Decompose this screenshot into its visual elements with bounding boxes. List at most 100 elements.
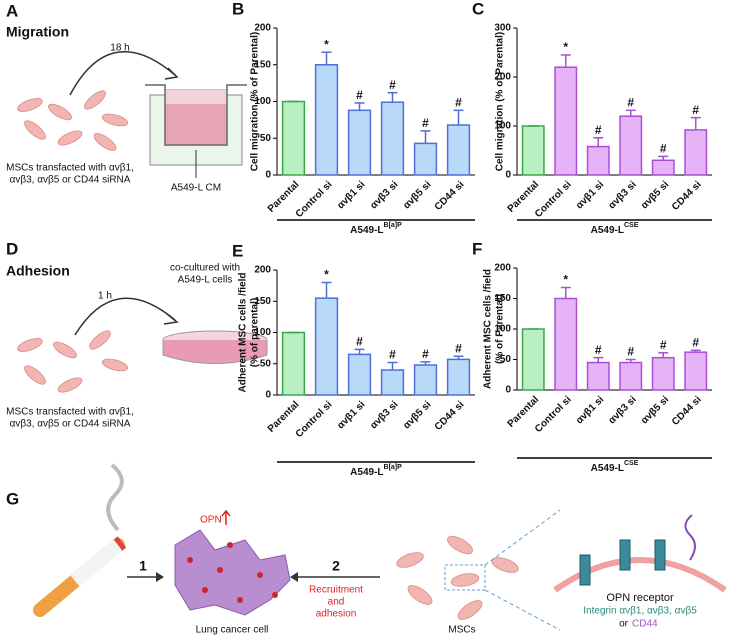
y-tick-label: 0 bbox=[505, 170, 511, 181]
x-tick-label: αvβ1 si bbox=[574, 394, 606, 426]
y-tick-label: 150 bbox=[494, 293, 511, 304]
error-bar bbox=[658, 155, 669, 161]
caption: αvβ3, αvβ5 or CD44 siRNA bbox=[10, 419, 131, 430]
membrane bbox=[553, 557, 727, 593]
arrow-head bbox=[290, 572, 298, 582]
significance-label: * bbox=[324, 37, 329, 51]
y-tick-label: 100 bbox=[254, 96, 271, 107]
y-tick-label: 0 bbox=[505, 385, 511, 396]
significance-label: # bbox=[660, 142, 667, 156]
significance-label: # bbox=[595, 343, 602, 357]
cancer-cells bbox=[174, 529, 291, 616]
error-bar bbox=[420, 130, 431, 144]
error-bar bbox=[658, 352, 669, 358]
significance-label: # bbox=[389, 348, 396, 362]
x-axis-label-sup: B[a]P bbox=[384, 464, 403, 471]
opn-label: OPN bbox=[200, 515, 222, 526]
x-axis-label: A549-LB[a]P bbox=[350, 222, 402, 236]
y-tick-label: 0 bbox=[265, 170, 271, 181]
x-axis-label-main: A549-L bbox=[350, 467, 383, 478]
error-bar bbox=[625, 109, 636, 117]
x-tick-label: αvβ3 si bbox=[607, 394, 639, 426]
y-axis-label: Cell migration (% of Parental) bbox=[250, 32, 261, 171]
panel-letter: D bbox=[6, 239, 18, 258]
error-bar bbox=[387, 91, 398, 103]
caption: MSCs bbox=[448, 625, 475, 636]
x-tick-label: CD44 si bbox=[433, 179, 467, 213]
caption: CD44 bbox=[632, 619, 658, 630]
bar bbox=[281, 331, 306, 396]
caption: αvβ3, αvβ5 or CD44 siRNA bbox=[10, 175, 131, 186]
step-label: 2 bbox=[332, 558, 340, 574]
x-axis-label-main: A549-L bbox=[591, 225, 624, 236]
x-axis-label-sup: CSE bbox=[624, 460, 639, 467]
bar bbox=[521, 125, 545, 176]
significance-label: # bbox=[627, 95, 634, 109]
x-tick-label: CD44 si bbox=[670, 179, 704, 213]
significance-label: # bbox=[422, 116, 429, 130]
caption: or bbox=[619, 619, 629, 630]
y-tick-label: 50 bbox=[500, 354, 512, 365]
error-bar bbox=[453, 109, 464, 126]
arrow-head bbox=[163, 313, 179, 325]
time-label: 18 h bbox=[110, 43, 129, 54]
bar bbox=[347, 353, 372, 396]
cigarette bbox=[33, 463, 127, 617]
error-bar bbox=[593, 356, 604, 363]
y-axis-label: Cell migration (% of Parental) bbox=[495, 32, 506, 171]
y-tick-label: 50 bbox=[260, 133, 272, 144]
error-bar bbox=[560, 286, 571, 299]
error-bar bbox=[321, 51, 332, 65]
zoom-lines bbox=[484, 509, 561, 631]
cells bbox=[17, 90, 129, 151]
bar bbox=[446, 358, 471, 396]
x-axis-label-sup: CSE bbox=[624, 222, 639, 229]
significance-label: * bbox=[324, 268, 329, 282]
receptors bbox=[579, 514, 696, 586]
arrow bbox=[74, 297, 176, 336]
bar bbox=[586, 361, 610, 391]
arrow bbox=[69, 51, 176, 96]
x-tick-label: αvβ1 si bbox=[574, 179, 606, 211]
caption: Lung cancer cell bbox=[196, 625, 269, 636]
bar bbox=[554, 297, 578, 391]
significance-label: # bbox=[660, 338, 667, 352]
y-tick-label: 300 bbox=[494, 23, 511, 34]
bar bbox=[413, 364, 438, 396]
y-tick-label: 200 bbox=[494, 72, 511, 83]
caption: Integrin αvβ1, αvβ3, αvβ5 bbox=[583, 606, 697, 617]
bar bbox=[651, 356, 675, 391]
bar bbox=[619, 361, 643, 391]
error-bar bbox=[420, 361, 431, 365]
y-tick-label: 100 bbox=[494, 121, 511, 132]
bar bbox=[684, 351, 708, 391]
zoom-box bbox=[444, 564, 486, 591]
significance-label: # bbox=[422, 347, 429, 361]
y-tick-label: 100 bbox=[494, 324, 511, 335]
bar bbox=[651, 159, 675, 176]
significance-label: * bbox=[563, 40, 568, 54]
significance-label: # bbox=[692, 336, 699, 350]
bar bbox=[521, 328, 545, 391]
bar bbox=[281, 100, 306, 176]
error-bar bbox=[625, 358, 636, 363]
error-bar bbox=[453, 355, 464, 360]
x-tick-label: αvβ5 si bbox=[401, 179, 433, 211]
x-axis-label-main: A549-L bbox=[591, 463, 624, 474]
significance-label: # bbox=[455, 95, 462, 109]
cells bbox=[396, 535, 519, 620]
x-axis-label-sup: B[a]P bbox=[384, 222, 403, 229]
x-tick-label: αvβ5 si bbox=[401, 399, 433, 431]
y-tick-label: 200 bbox=[494, 263, 511, 274]
bar bbox=[619, 115, 643, 176]
x-tick-label: Control si bbox=[294, 399, 335, 440]
caption: MSCs transfacted with αvβ1, bbox=[6, 163, 134, 174]
error-bar bbox=[593, 137, 604, 147]
x-axis-label: A549-LCSE bbox=[591, 222, 639, 236]
x-tick-label: CD44 si bbox=[670, 394, 704, 428]
error-bar bbox=[690, 349, 701, 353]
caption: OPN receptor bbox=[606, 592, 674, 604]
caption: and bbox=[328, 597, 345, 608]
panel-letter: A bbox=[6, 1, 18, 20]
